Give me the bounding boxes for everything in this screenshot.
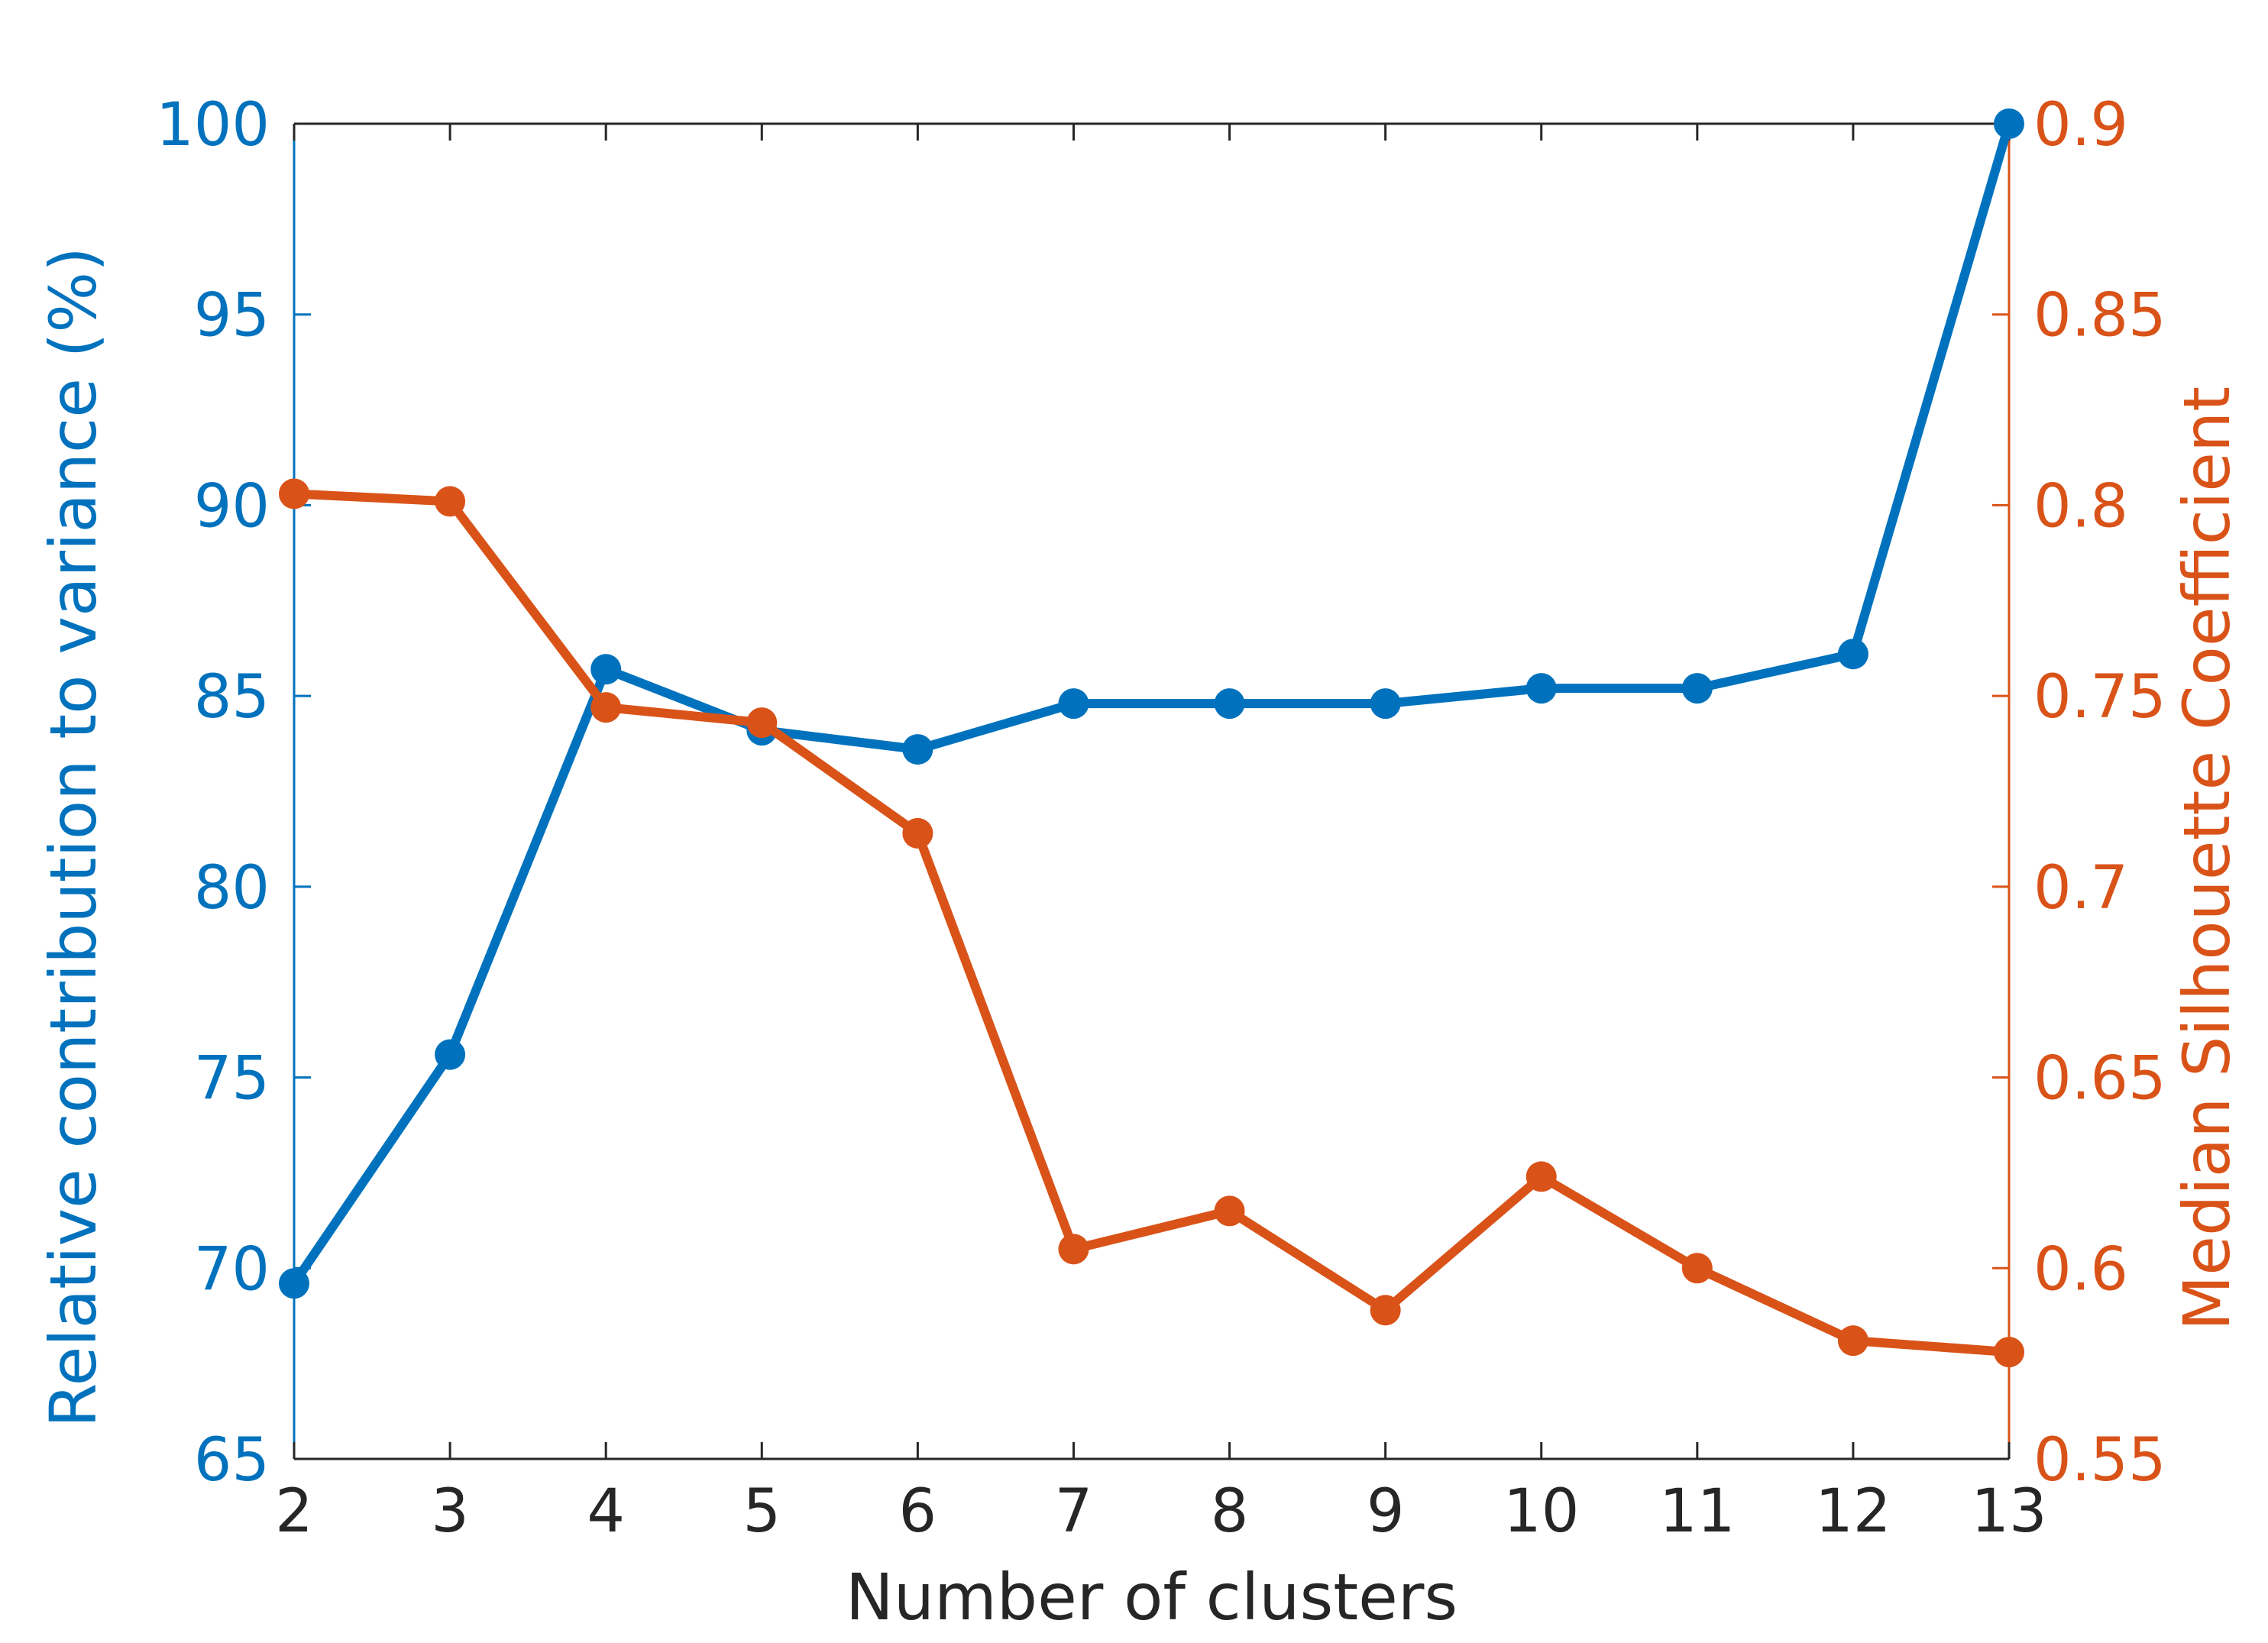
left-y-tick-label: 95 bbox=[194, 282, 270, 351]
right-y-tick-label: 0.9 bbox=[2033, 91, 2128, 160]
data-point bbox=[1370, 1295, 1401, 1326]
data-point bbox=[279, 478, 309, 509]
right-y-tick-label: 0.75 bbox=[2033, 663, 2166, 732]
left-y-tick-label: 70 bbox=[194, 1235, 270, 1304]
data-point bbox=[1994, 108, 2024, 139]
series-right bbox=[279, 478, 2024, 1368]
data-point bbox=[435, 1039, 466, 1070]
left-y-tick-label: 80 bbox=[194, 854, 270, 923]
data-point bbox=[1058, 688, 1089, 720]
x-tick-label: 5 bbox=[743, 1477, 781, 1546]
data-point bbox=[1837, 639, 1868, 670]
left-y-tick-label: 90 bbox=[194, 472, 270, 541]
data-point bbox=[1214, 688, 1245, 720]
left-y-tick-label: 65 bbox=[194, 1426, 270, 1495]
data-point bbox=[1214, 1195, 1245, 1227]
data-point bbox=[1681, 1253, 1713, 1284]
data-point bbox=[590, 692, 622, 723]
right-y-tick-label: 0.85 bbox=[2033, 282, 2166, 351]
series-left bbox=[279, 108, 2024, 1299]
left-y-axis: 65 70 75 80 85 90 95 100 bbox=[156, 91, 311, 1495]
data-point bbox=[1370, 688, 1401, 720]
right-y-tick-label: 0.55 bbox=[2033, 1426, 2166, 1495]
x-tick-label: 6 bbox=[899, 1477, 937, 1546]
left-y-tick-label: 100 bbox=[156, 91, 270, 160]
data-point bbox=[902, 734, 933, 765]
data-point bbox=[590, 654, 622, 685]
data-point bbox=[746, 707, 778, 739]
x-tick-label: 8 bbox=[1211, 1477, 1249, 1546]
left-y-tick-label: 75 bbox=[194, 1045, 270, 1114]
data-point bbox=[435, 486, 466, 517]
x-tick-label: 3 bbox=[431, 1477, 469, 1546]
x-tick-label: 13 bbox=[1971, 1477, 2046, 1546]
plot-area bbox=[279, 108, 2024, 1368]
series-line-left bbox=[290, 119, 2014, 1289]
x-axis: 2 3 4 5 6 7 8 9 10 11 12 13 bbox=[275, 122, 2047, 1546]
x-tick-label: 12 bbox=[1815, 1477, 1891, 1546]
data-point bbox=[1681, 673, 1713, 704]
x-tick-label: 7 bbox=[1055, 1477, 1093, 1546]
x-tick-label: 11 bbox=[1659, 1477, 1735, 1546]
data-point bbox=[279, 1268, 309, 1299]
left-y-tick-label: 85 bbox=[194, 663, 270, 732]
right-y-axis: 0.55 0.6 0.65 0.7 0.75 0.8 0.85 0.9 bbox=[1992, 91, 2166, 1495]
data-point bbox=[1837, 1325, 1868, 1357]
left-y-axis-title: Relative contribution to variance (%) bbox=[36, 247, 111, 1428]
x-tick-label: 2 bbox=[275, 1477, 313, 1546]
data-point bbox=[1994, 1337, 2024, 1368]
x-axis-title: Number of clusters bbox=[846, 1560, 1458, 1635]
right-y-axis-title: Median Silhouette Coefficient bbox=[2169, 386, 2244, 1331]
right-y-tick-label: 0.8 bbox=[2033, 472, 2128, 541]
series-line-right bbox=[290, 489, 2014, 1357]
data-point bbox=[1058, 1234, 1089, 1265]
right-y-tick-label: 0.6 bbox=[2033, 1235, 2128, 1304]
x-tick-label: 4 bbox=[587, 1477, 625, 1546]
data-point bbox=[1525, 673, 1557, 704]
x-tick-label: 9 bbox=[1367, 1477, 1405, 1546]
right-y-tick-label: 0.65 bbox=[2033, 1045, 2166, 1114]
x-tick-label: 10 bbox=[1503, 1477, 1579, 1546]
data-point bbox=[1525, 1161, 1557, 1192]
right-y-tick-label: 0.7 bbox=[2033, 854, 2128, 923]
data-point bbox=[902, 817, 933, 849]
